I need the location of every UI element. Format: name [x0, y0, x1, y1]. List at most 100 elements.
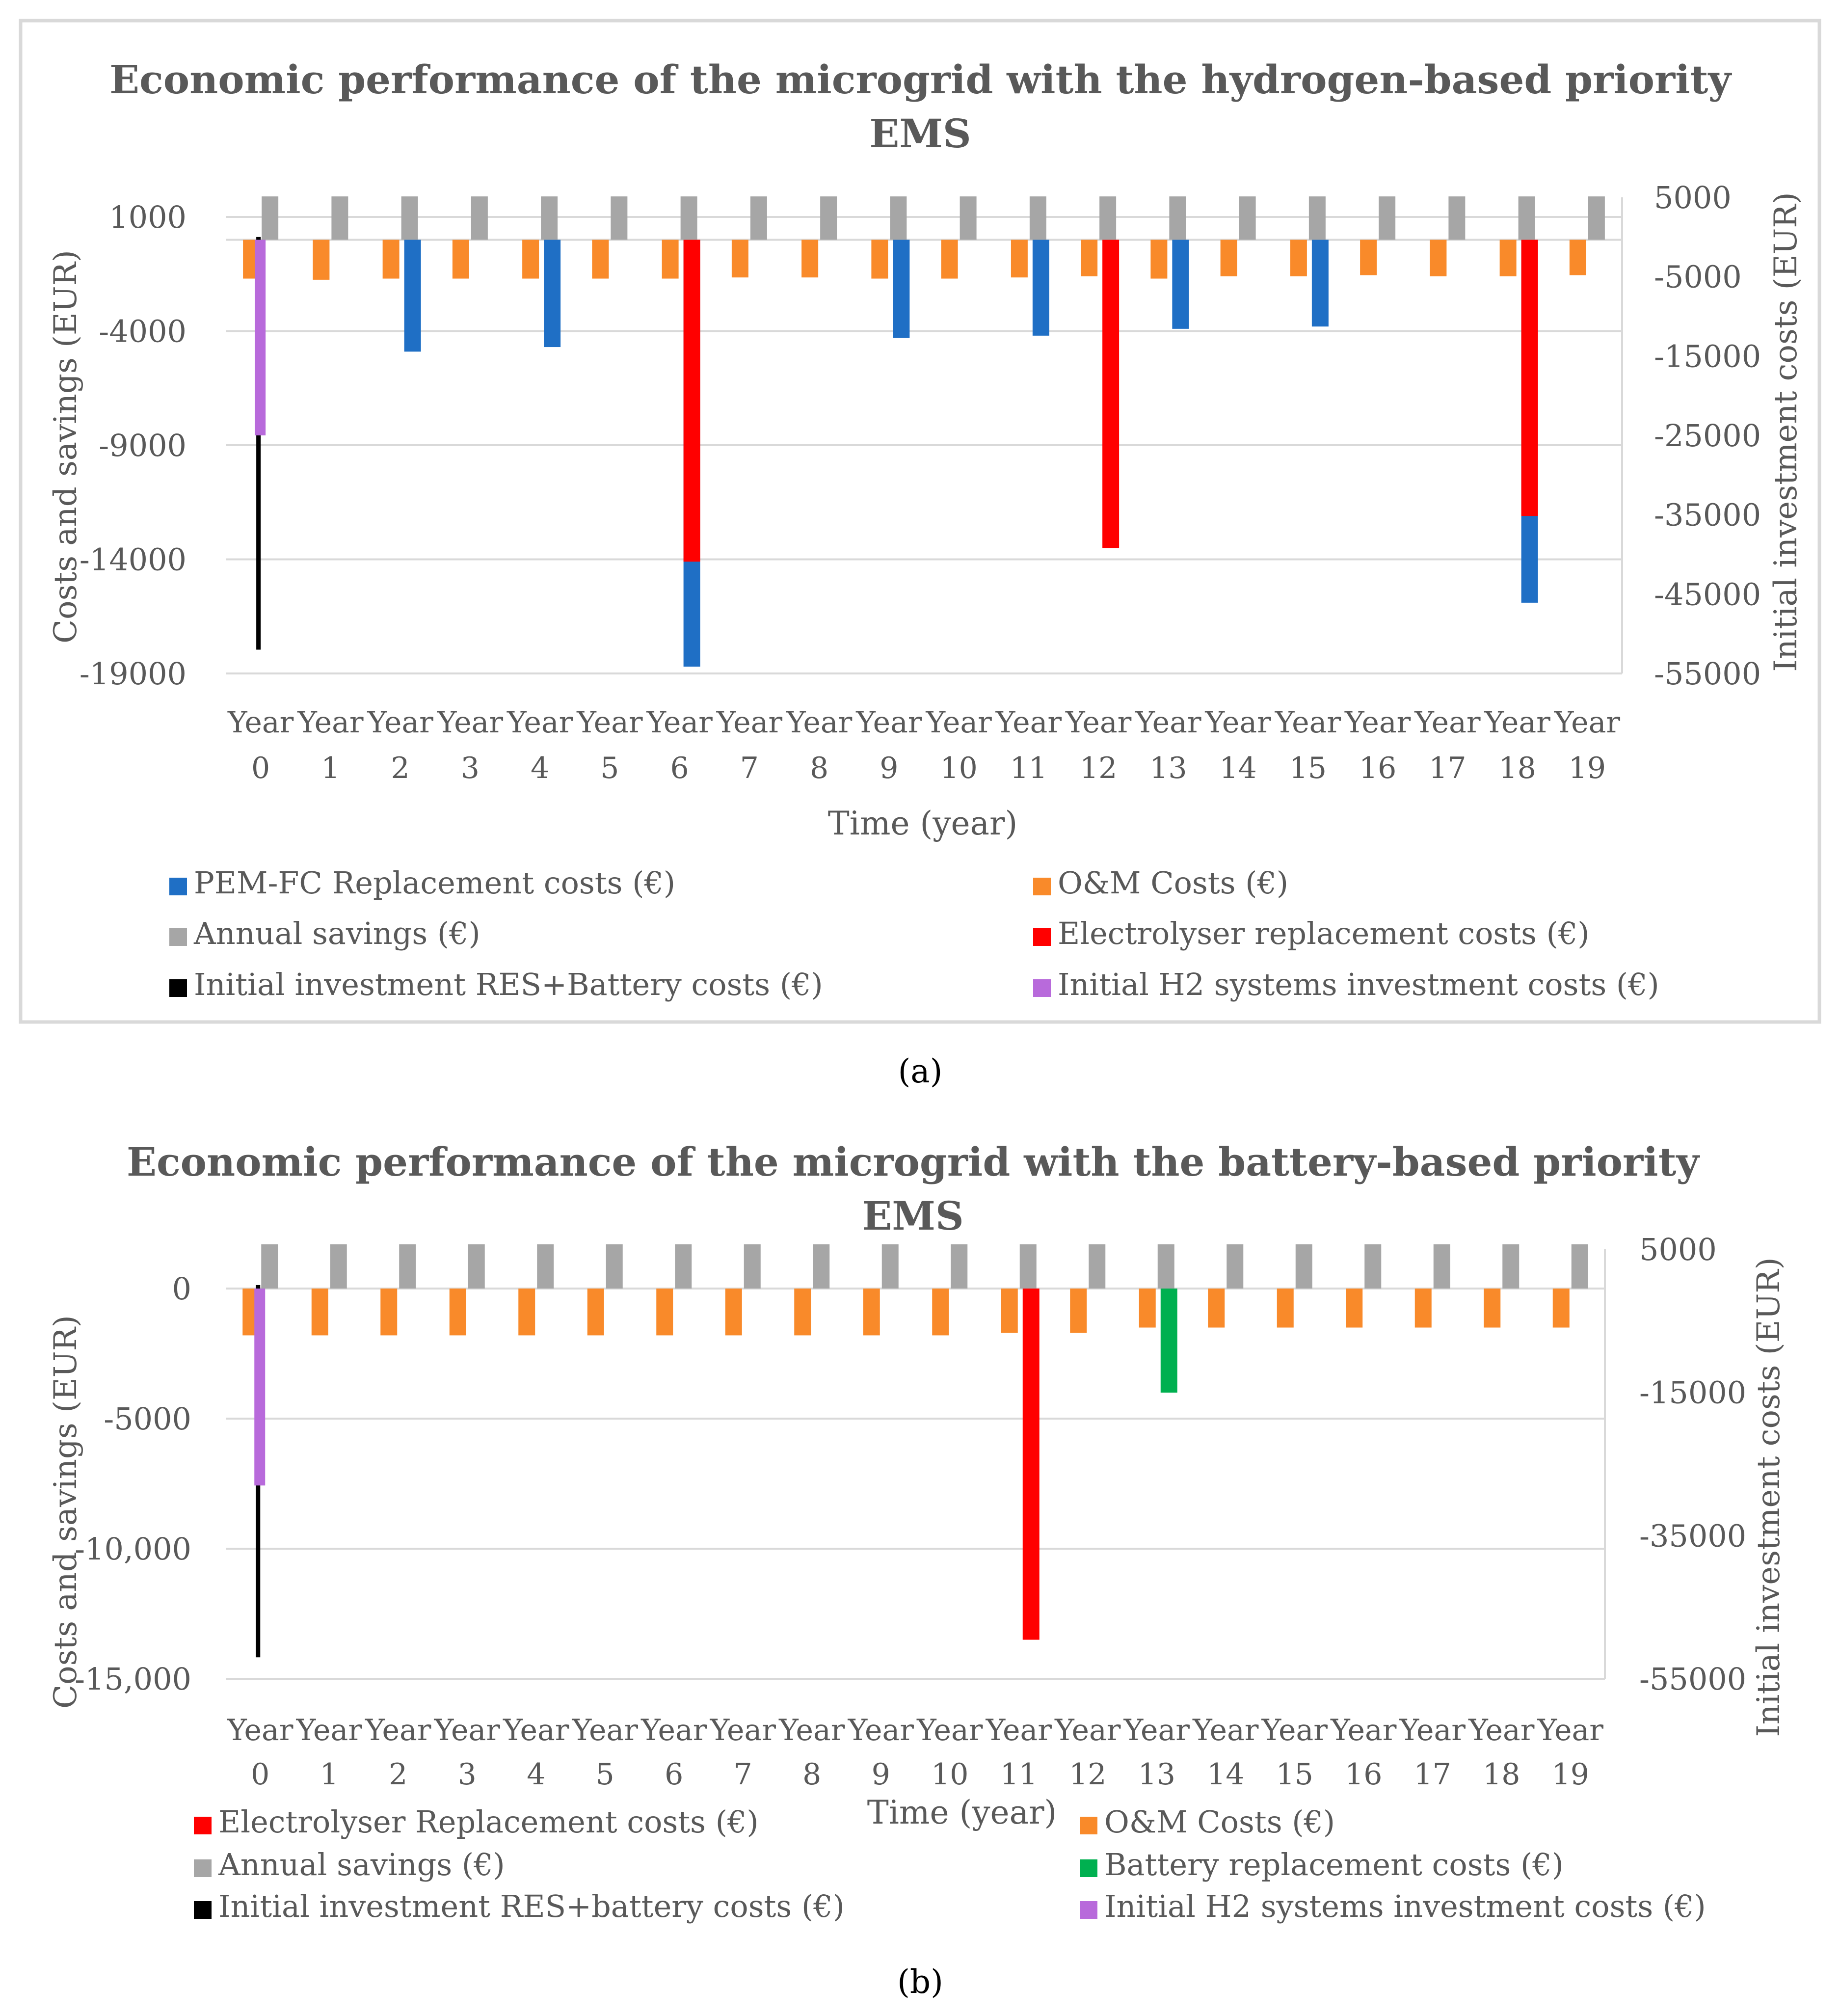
chart-a-x-tick-prefix: Year — [716, 705, 783, 740]
chart-b-legend-swatch — [1080, 1817, 1097, 1834]
chart-a-x-tick-label: 12 — [1080, 751, 1117, 785]
chart-a-legend-label: Initial H2 systems investment costs (€) — [1058, 967, 1659, 1002]
chart-a-x-tick-label: 18 — [1498, 751, 1536, 785]
chart-b-bar-om — [1070, 1289, 1087, 1333]
chart-a-x-tick-label: 19 — [1569, 751, 1606, 785]
chart-b-bar-om — [1001, 1289, 1018, 1333]
chart-a-legend-swatch — [169, 928, 187, 946]
chart-b-bar-om — [725, 1289, 742, 1336]
chart-b-legend-swatch — [194, 1901, 212, 1919]
chart-b-x-tick-label: 10 — [931, 1757, 968, 1792]
chart-b-legend-swatch — [194, 1859, 212, 1877]
chart-a-bar-electrolyser — [1102, 240, 1120, 548]
chart-a-bar-om — [313, 240, 330, 280]
chart-a-x-tick-prefix: Year — [1414, 705, 1481, 740]
chart-a-bar-annual — [1099, 196, 1117, 240]
chart-a-bar-pemfc — [893, 240, 910, 338]
chart-b-x-tick-prefix: Year — [1261, 1713, 1328, 1747]
chart-a-y2-tick-label: -5000 — [1654, 259, 1742, 295]
chart-a-y2-tick-label: 5000 — [1654, 180, 1732, 215]
chart-a-legend-label: PEM-FC Replacement costs (€) — [194, 865, 675, 901]
chart-b-bar-annual — [675, 1244, 692, 1289]
chart-a-bar-om — [452, 240, 469, 279]
chart-a-y2-tick-label: -15000 — [1654, 338, 1761, 374]
chart-a-bar-annual — [1518, 196, 1535, 240]
chart-b-bar-om — [311, 1289, 328, 1336]
chart-b-bar-om — [518, 1289, 535, 1336]
chart-a-bar-annual — [1308, 196, 1326, 240]
chart-a-bar-annual — [1239, 196, 1256, 240]
chart-b-x-tick-prefix: Year — [848, 1713, 914, 1747]
chart-a-bar-om — [1011, 240, 1028, 278]
chart-b-x-tick-prefix: Year — [1330, 1713, 1397, 1747]
chart-a-bar-pemfc — [404, 240, 421, 352]
chart-a-x-tick-prefix: Year — [995, 705, 1062, 740]
chart-a-bar-pemfc — [1311, 240, 1329, 327]
chart-b-bar-annual — [606, 1244, 623, 1289]
chart-a-bar-om — [1290, 240, 1307, 276]
chart-a-x-tick-label: 10 — [940, 751, 977, 785]
chart-a-x-tick-prefix: Year — [786, 705, 853, 740]
chart-b-legend-label: Battery replacement costs (€) — [1104, 1847, 1564, 1882]
chart-b-legend-label: Electrolyser Replacement costs (€) — [218, 1804, 759, 1840]
chart-a-title-line2: EMS — [869, 110, 971, 157]
chart-a-y-tick-label: -19000 — [80, 656, 187, 692]
chart-b-x-tick-label: 8 — [802, 1757, 821, 1792]
chart-b-x-tick-prefix: Year — [365, 1713, 431, 1747]
chart-b-bar-annual — [1364, 1244, 1382, 1289]
chart-a-y-tick-label: -9000 — [99, 428, 187, 463]
chart-a-bar-annual — [1379, 196, 1396, 240]
chart-b-y-tick-label: -10,000 — [75, 1531, 191, 1567]
chart-a-x-tick-label: 0 — [251, 751, 270, 785]
chart-b-x-tick-label: 16 — [1345, 1757, 1382, 1792]
chart-b-y2-tick-label: -55000 — [1639, 1661, 1746, 1697]
chart-a-bar-annual — [1588, 196, 1605, 240]
chart-a-x-tick-label: 1 — [321, 751, 340, 785]
chart-b-x-tick-label: 3 — [458, 1757, 477, 1792]
chart-b-x-tick-prefix: Year — [572, 1713, 639, 1747]
chart-b-x-tick-prefix: Year — [710, 1713, 776, 1747]
chart-b-bar-annual — [1157, 1244, 1174, 1289]
chart-a-frame — [19, 19, 1821, 1024]
chart-b-bar-annual — [744, 1244, 761, 1289]
chart-a-y-tick-label: -14000 — [80, 542, 187, 578]
chart-a-x-tick-label: 13 — [1149, 751, 1187, 785]
chart-a-x-axis-label: Time (year) — [828, 805, 1018, 842]
chart-b-y2-axis-label: Initial investment costs (EUR) — [1751, 1257, 1787, 1737]
chart-b-bar-om — [1484, 1289, 1501, 1328]
chart-b-x-tick-label: 14 — [1207, 1757, 1244, 1792]
chart-a-x-tick-prefix: Year — [1554, 705, 1621, 740]
chart-b-bar-om — [587, 1289, 604, 1336]
chart-b-x-tick-label: 2 — [389, 1757, 407, 1792]
chart-a-bar-om — [1150, 240, 1168, 279]
chart-a-y-tick-label: -4000 — [99, 314, 187, 349]
chart-b-x-tick-label: 9 — [872, 1757, 890, 1792]
chart-b-x-tick-prefix: Year — [778, 1713, 845, 1747]
chart-b-bar-annual — [1089, 1244, 1106, 1289]
chart-a-bar-om — [1499, 240, 1517, 276]
chart-b-x-tick-label: 0 — [251, 1757, 269, 1792]
chart-a-x-tick-label: 9 — [880, 751, 898, 785]
chart-b-title-line1: Economic performance of the microgrid wi… — [127, 1139, 1701, 1185]
chart-a-bar-annual — [262, 196, 279, 240]
chart-a-x-tick-label: 15 — [1289, 751, 1327, 785]
chart-a-x-tick-prefix: Year — [1344, 705, 1411, 740]
chart-a-bar-annual — [820, 196, 837, 240]
chart-b-bar-om — [656, 1289, 673, 1336]
chart-a-x-tick-prefix: Year — [1484, 705, 1550, 740]
chart-a-x-tick-prefix: Year — [646, 705, 713, 740]
chart-b-bar-annual — [1571, 1244, 1588, 1289]
chart-a-x-tick-label: 8 — [810, 751, 828, 785]
chart-b-plot: 0 -5000 -10,000 -15,000 5000 -15000 -35000 -550… — [75, 1232, 1746, 1792]
chart-a-y2-tick-label: -35000 — [1654, 497, 1761, 533]
chart-a-legend-label: Initial investment RES+Battery costs (€) — [194, 967, 823, 1002]
chart-a-bar-electrolyser — [1521, 240, 1538, 516]
chart-b-x-tick-label: 19 — [1552, 1757, 1589, 1792]
chart-a-y2-tick-label: -45000 — [1654, 576, 1761, 612]
chart-b-x-tick-label: 11 — [1000, 1757, 1038, 1792]
chart-b-legend-label: Annual savings (€) — [218, 1847, 505, 1882]
chart-a-x-tick-prefix: Year — [227, 705, 294, 740]
chart-b-bar-om — [449, 1289, 466, 1336]
chart-b-y2-tick-label: -15000 — [1639, 1375, 1746, 1411]
